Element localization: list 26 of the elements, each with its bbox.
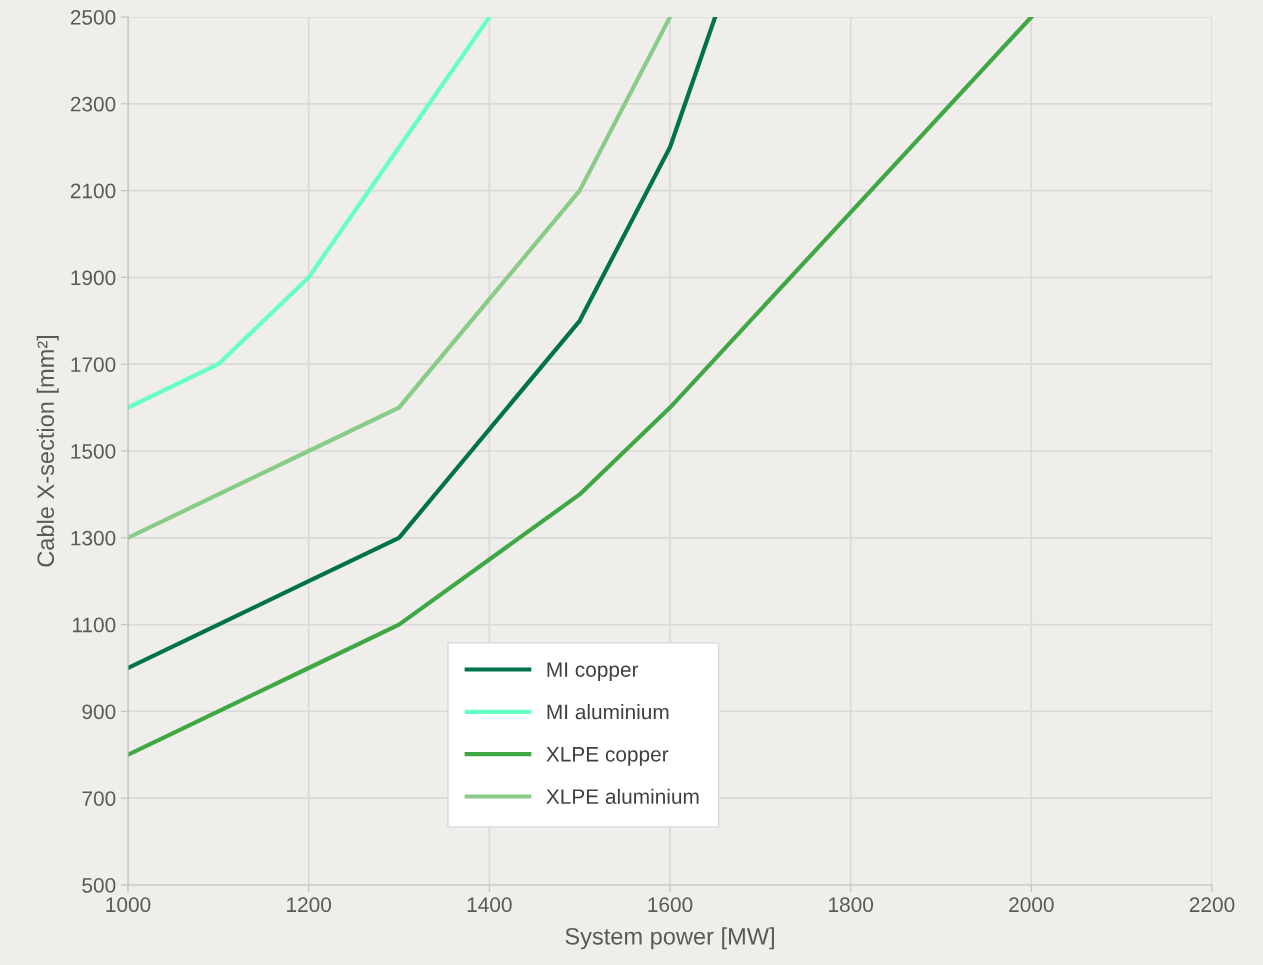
x-tick-label: 1200 (287, 897, 332, 913)
x-axis-title: System power [MW] (565, 927, 774, 950)
legend-label: MI copper (547, 662, 639, 682)
y-tick-label: 1900 (71, 270, 116, 286)
y-tick-label: 1700 (71, 357, 116, 372)
x-tick-label: 2200 (1189, 897, 1235, 913)
y-tick-label: 2300 (70, 96, 116, 112)
y-tick-label: 500 (82, 878, 116, 893)
x-tick-label: 1800 (829, 897, 874, 913)
legend-label: XLPE aluminium (546, 788, 699, 804)
x-tick-label: 1000 (106, 897, 151, 913)
line-series (128, 17, 673, 540)
y-axis-title: Cable X-section [mm²] (36, 335, 59, 567)
y-tick-label: 2100 (70, 183, 116, 199)
x-tick-label: 1600 (648, 897, 693, 913)
y-tick-label: 900 (82, 704, 116, 720)
y-tick-label: 1500 (71, 444, 116, 459)
y-tick-label: 700 (82, 791, 116, 806)
y-tick-label: 1300 (71, 530, 116, 546)
legend-label: XLPE copper (546, 747, 669, 766)
line-series (128, 17, 492, 410)
x-tick-label: 2000 (1009, 897, 1054, 913)
x-tick-label: 1400 (467, 897, 512, 913)
y-tick-label: 2500 (70, 10, 116, 25)
y-tick-label: 1100 (72, 617, 116, 633)
legend-label: MI aluminium (547, 704, 669, 720)
